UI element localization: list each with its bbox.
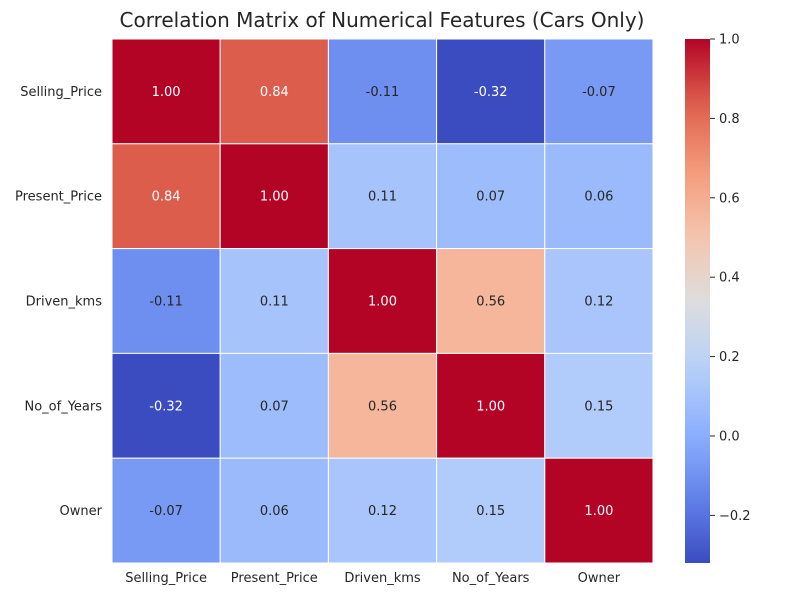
heatmap-cell: [436, 352, 546, 459]
heatmap-cell: [544, 143, 654, 250]
heatmap-cell: [436, 457, 546, 564]
x-tick-label: No_of_Years: [452, 571, 530, 586]
y-tick-label: Owner: [60, 504, 103, 519]
x-tick-label: Selling_Price: [125, 571, 207, 586]
x-axis-tick-labels: Selling_Price Present_Price Driven_kms No_o…: [125, 571, 621, 586]
colorbar-tick-label: −0.2: [719, 509, 751, 524]
cell-value-label: 0.12: [584, 295, 613, 310]
chart-title: Correlation Matrix of Numerical Features…: [119, 8, 645, 32]
heatmap-cell: [327, 457, 438, 564]
cell-value-label: 0.11: [260, 295, 289, 310]
y-tick-label: Driven_kms: [26, 295, 103, 310]
cell-value-label: 0.06: [260, 504, 289, 519]
cell-value-label: 0.56: [476, 295, 505, 310]
cell-value-label: -0.32: [474, 85, 508, 100]
heatmap-cells: [111, 38, 654, 564]
y-tick-label: Present_Price: [15, 190, 102, 205]
heatmap-cell: [327, 352, 438, 459]
cell-value-label: 0.07: [476, 190, 505, 205]
y-axis-tick-labels: Selling_Price Present_Price Driven_kms No_o…: [15, 85, 103, 519]
cell-value-label: 0.56: [368, 399, 397, 414]
colorbar: [685, 39, 710, 563]
heatmap-cell: [544, 457, 654, 564]
cell-value-label: 0.12: [368, 504, 397, 519]
heatmap-cell: [436, 248, 546, 354]
colorbar-tick-label: 0.2: [719, 350, 740, 365]
cell-value-label: 1.00: [476, 399, 505, 414]
heatmap-cell: [327, 248, 438, 354]
heatmap-cell: [219, 457, 329, 564]
cell-value-label: 0.84: [152, 190, 181, 205]
heatmap-cell: [219, 38, 329, 145]
colorbar-tick-label: 0.0: [719, 429, 740, 444]
heatmap-cell: [219, 248, 329, 354]
heatmap-cell: [111, 352, 221, 459]
cell-value-label: -0.11: [366, 85, 400, 100]
heatmap-cell: [327, 38, 438, 145]
y-tick-label: Selling_Price: [20, 85, 102, 100]
x-tick-label: Driven_kms: [344, 571, 421, 586]
heatmap-cell: [436, 38, 546, 145]
cell-value-label: 0.06: [584, 190, 613, 205]
cell-value-label: 0.84: [260, 85, 289, 100]
cell-value-label: 0.15: [476, 504, 505, 519]
heatmap-cell: [327, 143, 438, 250]
heatmap-cell: [436, 143, 546, 250]
colorbar-tick-label: 0.8: [719, 112, 740, 127]
cell-annotations: 1.00 0.84 -0.11 -0.32 -0.07 0.84 1.00 0.11 0.07 0…: [149, 85, 615, 519]
cell-value-label: 0.07: [260, 399, 289, 414]
cell-value-label: -0.07: [149, 504, 183, 519]
cell-value-label: 1.00: [368, 295, 397, 310]
heatmap-cell: [544, 248, 654, 354]
cell-value-label: -0.32: [149, 399, 183, 414]
x-tick-label: Present_Price: [231, 571, 318, 586]
cell-value-label: 0.15: [584, 399, 613, 414]
y-tick-label: No_of_Years: [24, 399, 102, 414]
cell-value-label: 1.00: [260, 190, 289, 205]
cell-value-label: 1.00: [152, 85, 181, 100]
x-tick-label: Owner: [578, 571, 621, 586]
colorbar-tick-label: 0.4: [719, 271, 740, 286]
cell-value-label: -0.07: [582, 85, 616, 100]
colorbar-tick-label: 1.0: [719, 33, 740, 48]
heatmap-cell: [219, 352, 329, 459]
heatmap-cell: [111, 38, 221, 145]
heatmap-cell: [544, 352, 654, 459]
heatmap-cell: [111, 457, 221, 564]
heatmap-cell: [219, 143, 329, 250]
colorbar-tick-label: 0.6: [719, 191, 740, 206]
colorbar-ticks: −0.2 0.0 0.2 0.4 0.6 0.8 1.0: [710, 33, 751, 524]
cell-value-label: -0.11: [149, 295, 183, 310]
cell-value-label: 0.11: [368, 190, 397, 205]
cell-value-label: 1.00: [584, 504, 613, 519]
